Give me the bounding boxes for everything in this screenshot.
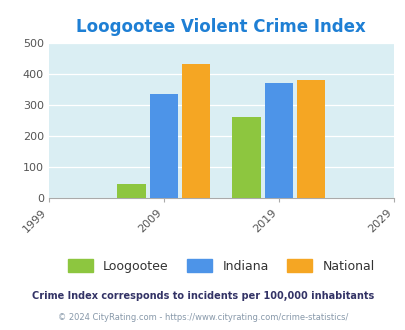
Text: Crime Index corresponds to incidents per 100,000 inhabitants: Crime Index corresponds to incidents per… [32,291,373,301]
Legend: Loogootee, Indiana, National: Loogootee, Indiana, National [63,254,379,278]
Bar [149,94,177,198]
Bar [117,184,145,198]
Text: © 2024 CityRating.com - https://www.cityrating.com/crime-statistics/: © 2024 CityRating.com - https://www.city… [58,313,347,322]
Title: Loogootee Violent Crime Index: Loogootee Violent Crime Index [76,18,365,36]
Bar [296,80,324,198]
Bar [264,83,292,198]
Bar [181,64,210,198]
Bar [232,117,260,198]
